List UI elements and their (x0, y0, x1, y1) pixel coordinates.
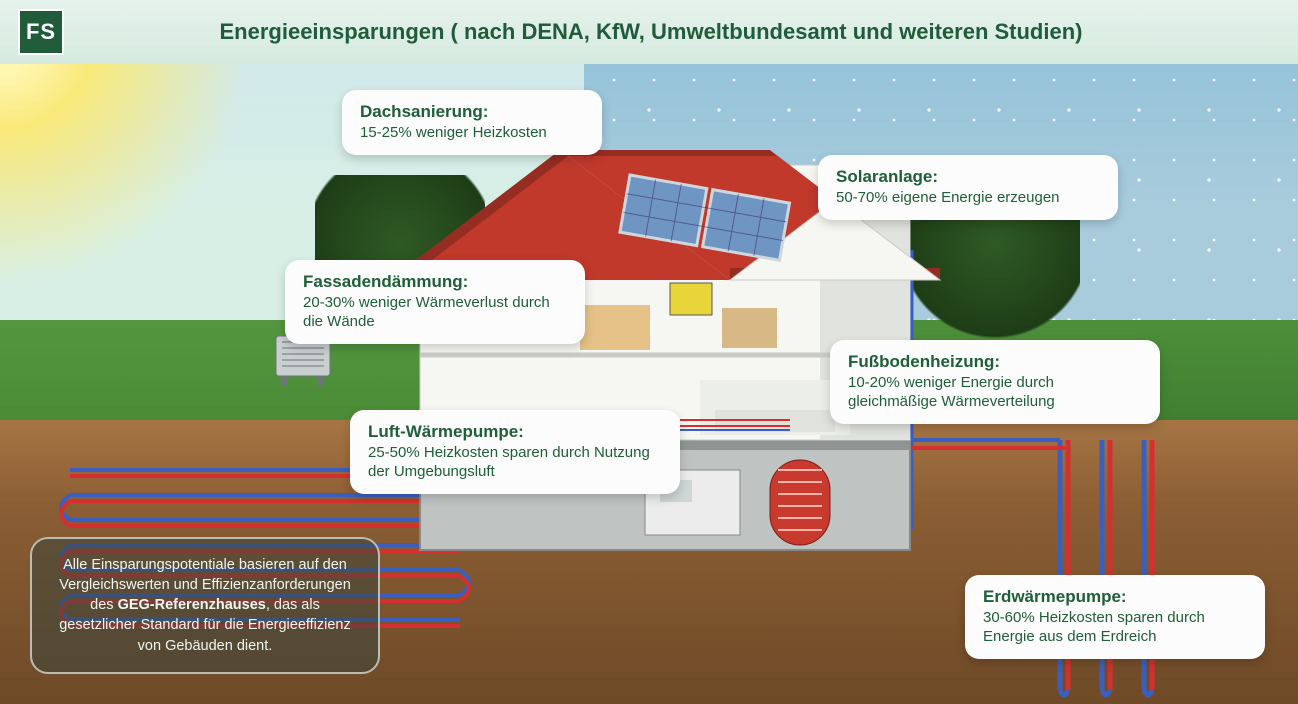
callout-solaranlage: Solaranlage: 50-70% eigene Energie erzeu… (818, 155, 1118, 220)
buffer-tank (770, 460, 830, 545)
callout-text: 50-70% eigene Energie erzeugen (836, 189, 1100, 208)
header: FS Energieeinsparungen ( nach DENA, KfW,… (0, 0, 1298, 64)
callout-title: Fußbodenheizung: (848, 352, 1142, 372)
callout-dachsanierung: Dachsanierung: 15-25% weniger Heizkosten (342, 90, 602, 155)
callout-title: Dachsanierung: (360, 102, 584, 122)
callout-text: 25-50% Heizkosten sparen durch Nutzung d… (368, 444, 662, 482)
callout-erdwaermepumpe: Erdwärmepumpe: 30-60% Heizkosten sparen … (965, 575, 1265, 659)
logo: FS (18, 9, 64, 55)
callout-fassadendaemmung: Fassadendämmung: 20-30% weniger Wärmever… (285, 260, 585, 344)
callout-luftwaermepumpe: Luft-Wärmepumpe: 25-50% Heizkosten spare… (350, 410, 680, 494)
callout-title: Luft-Wärmepumpe: (368, 422, 662, 442)
page-title: Energieeinsparungen ( nach DENA, KfW, Um… (64, 19, 1298, 45)
callout-fussbodenheizung: Fußbodenheizung: 10-20% weniger Energie … (830, 340, 1160, 424)
callout-title: Erdwärmepumpe: (983, 587, 1247, 607)
geg-reference-note: Alle Einsparungspotentiale basieren auf … (30, 537, 380, 674)
callout-title: Fassadendämmung: (303, 272, 567, 292)
callout-text: 15-25% weniger Heizkosten (360, 124, 584, 143)
callout-text: 30-60% Heizkosten sparen durch Energie a… (983, 609, 1247, 647)
callout-text: 10-20% weniger Energie durch gleichmäßig… (848, 374, 1142, 412)
callout-title: Solaranlage: (836, 167, 1100, 187)
callout-text: 20-30% weniger Wärmeverlust durch die Wä… (303, 294, 567, 332)
